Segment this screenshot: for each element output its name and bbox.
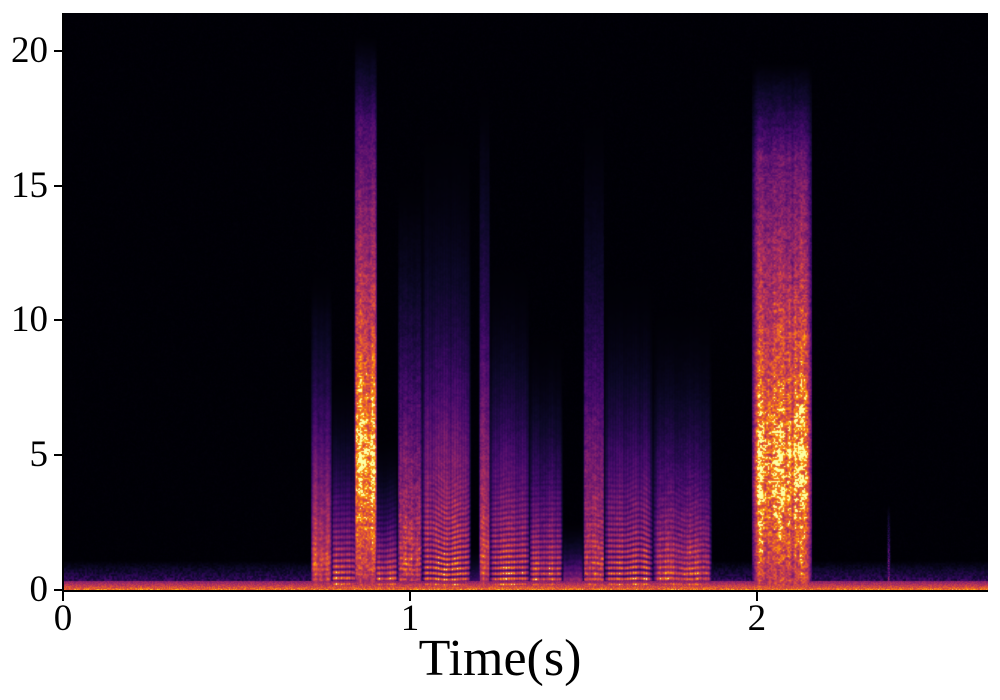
x-tick-mark <box>755 591 758 601</box>
x-tick-label: 0 <box>53 598 73 639</box>
y-tick-label: 0 <box>29 569 49 610</box>
y-tick-label: 5 <box>29 434 49 476</box>
x-axis-title: Time(s) <box>418 630 582 687</box>
y-axis-line <box>62 13 64 591</box>
y-tick-mark <box>54 184 63 187</box>
x-tick-mark <box>62 591 64 601</box>
x-tick-mark <box>408 591 411 601</box>
y-tick-mark <box>54 589 63 591</box>
y-tick-label: 10 <box>11 299 48 341</box>
x-axis-line <box>63 590 988 592</box>
spectrogram-heatmap <box>63 13 988 590</box>
x-tick-label: 1 <box>400 598 420 639</box>
y-tick-label: 20 <box>11 29 48 71</box>
spectrogram-plot-area <box>63 13 988 590</box>
y-tick-mark <box>54 319 63 322</box>
x-tick-label: 2 <box>747 598 767 639</box>
y-tick-label: 15 <box>11 164 48 206</box>
y-tick-mark <box>54 454 63 457</box>
y-tick-mark <box>54 49 63 52</box>
